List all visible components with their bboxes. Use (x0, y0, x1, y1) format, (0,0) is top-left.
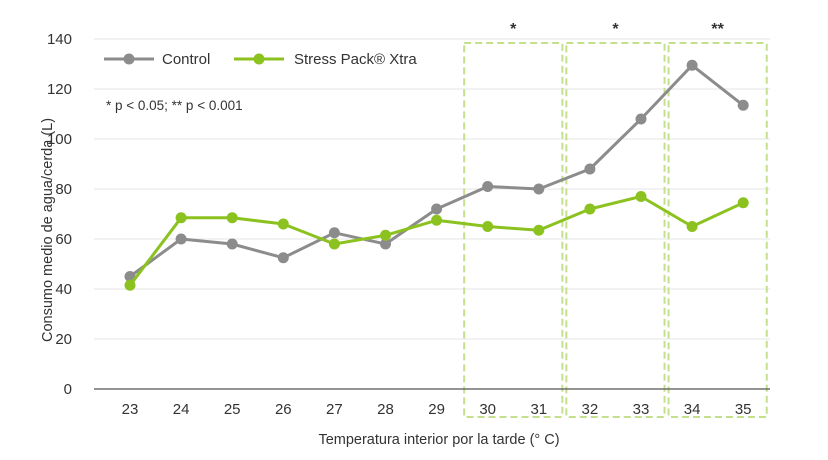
y-tick-label-100: 100 (47, 131, 72, 148)
x-axis-title: Temperatura interior por la tarde (° C) (318, 432, 559, 448)
data-point-s2-32 (584, 203, 596, 215)
data-point-s2-29 (431, 214, 443, 226)
significance-marker-2: * (612, 21, 619, 38)
x-tick-label-33: 33 (633, 401, 650, 418)
data-point-s2-31 (533, 224, 545, 236)
x-tick-label-30: 30 (479, 401, 496, 418)
x-tick-label-25: 25 (224, 401, 241, 418)
series-line-1 (129, 63, 745, 278)
data-point-s2-30 (482, 221, 494, 232)
x-tick-label-31: 31 (530, 401, 547, 418)
significance-box-1 (463, 42, 564, 418)
data-point-s1-24 (175, 233, 187, 245)
data-point-s1-34 (686, 59, 698, 71)
data-point-s2-27 (328, 238, 340, 250)
y-axis-title: Consumo medio de agua/cerda (L) (40, 118, 56, 342)
data-point-s1-27 (328, 227, 340, 239)
x-tick-label-26: 26 (275, 401, 292, 418)
data-point-s2-23 (124, 279, 136, 291)
x-tick-label-34: 34 (684, 401, 701, 418)
x-tick-label-32: 32 (582, 401, 599, 418)
data-point-s1-32 (584, 163, 596, 175)
data-point-s2-34 (686, 221, 698, 232)
x-tick-label-24: 24 (173, 401, 190, 418)
data-point-s1-29 (431, 203, 443, 215)
data-point-s1-31 (533, 183, 545, 195)
data-point-s2-28 (380, 229, 391, 241)
significance-highlights: * * ** (463, 21, 768, 418)
legend-swatch-marker-2 (253, 53, 265, 65)
legend-label-1: Control (162, 51, 210, 68)
data-point-s1-28 (380, 238, 391, 250)
significance-marker-1: * (510, 21, 517, 38)
legend-swatch-marker-1 (123, 53, 135, 65)
data-point-s2-26 (277, 218, 289, 230)
significance-box-2 (565, 42, 666, 418)
significance-box-3 (667, 42, 768, 418)
y-tick-label-20: 20 (55, 331, 72, 348)
x-tick-label-27: 27 (326, 401, 343, 418)
y-tick-label-140: 140 (47, 31, 72, 48)
data-series (124, 59, 749, 291)
x-tick-label-29: 29 (428, 401, 445, 418)
x-tick-label-28: 28 (377, 401, 394, 418)
axes: 0 20 40 60 80 100 120 140 23 24 25 26 27 28 29 30 31 32 33… (47, 31, 770, 418)
y-tick-label-120: 120 (47, 81, 72, 98)
data-point-s2-33 (635, 191, 647, 202)
x-tick-label-23: 23 (122, 401, 139, 418)
y-tick-label-80: 80 (55, 181, 72, 198)
data-point-s2-25 (226, 212, 238, 224)
data-point-s1-30 (482, 181, 494, 192)
data-point-s1-25 (226, 238, 238, 250)
y-tick-label-40: 40 (55, 281, 72, 298)
data-point-s1-35 (737, 99, 749, 111)
data-point-s1-33 (635, 113, 647, 125)
data-point-s2-24 (175, 212, 187, 224)
data-point-s2-35 (737, 197, 749, 209)
y-tick-label-60: 60 (55, 231, 72, 248)
significance-note: * p < 0.05; ** p < 0.001 (106, 98, 243, 113)
data-point-s1-26 (277, 252, 289, 264)
y-tick-label-0: 0 (64, 381, 72, 398)
x-tick-label-35: 35 (735, 401, 752, 418)
gridlines (94, 38, 770, 340)
legend: Control Stress Pack® Xtra (104, 51, 417, 68)
significance-marker-3: ** (711, 21, 724, 38)
legend-label-2: Stress Pack® Xtra (294, 51, 417, 68)
